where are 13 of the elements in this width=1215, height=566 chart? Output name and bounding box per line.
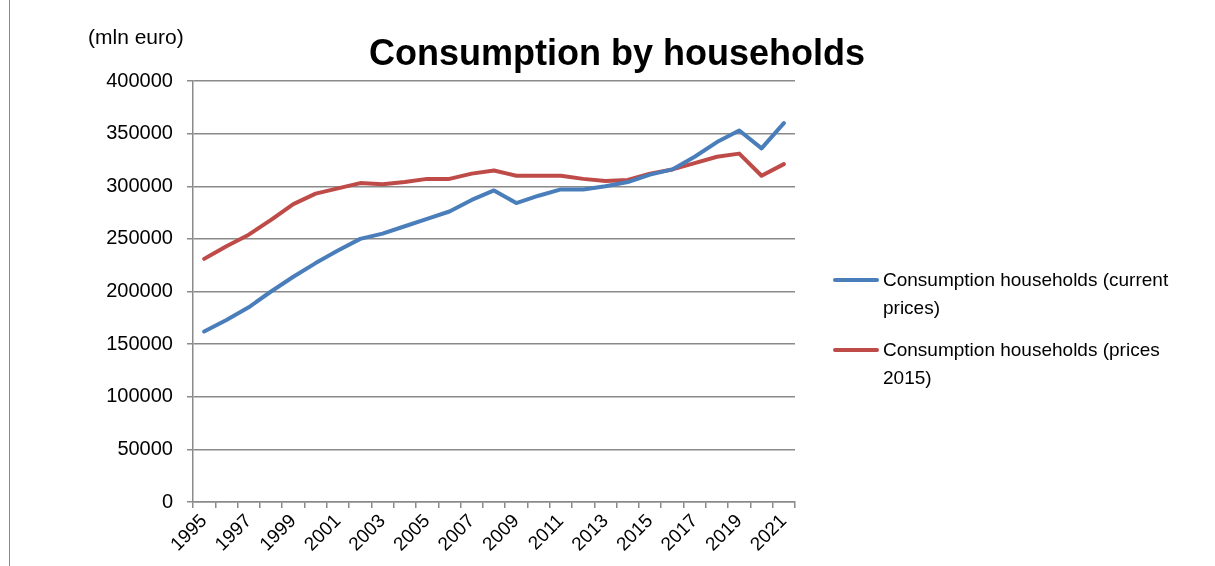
y-tick-label: 250000	[106, 226, 173, 249]
legend-label: Consumption households (current prices)	[883, 269, 1169, 318]
y-axis-title: (mln euro)	[88, 25, 184, 49]
y-tick-label: 150000	[106, 331, 173, 354]
y-tick-label: 350000	[106, 121, 173, 144]
y-tick-label: 100000	[106, 384, 173, 407]
y-tick-label: 300000	[106, 173, 173, 196]
chart-title: Consumption by households	[368, 32, 866, 74]
legend-label: Consumption households (prices 2015)	[883, 339, 1160, 388]
y-tick-label: 200000	[106, 279, 173, 302]
y-tick-label: 0	[161, 489, 173, 512]
y-tick-label: 50000	[117, 436, 173, 459]
y-tick-label: 400000	[106, 68, 173, 91]
